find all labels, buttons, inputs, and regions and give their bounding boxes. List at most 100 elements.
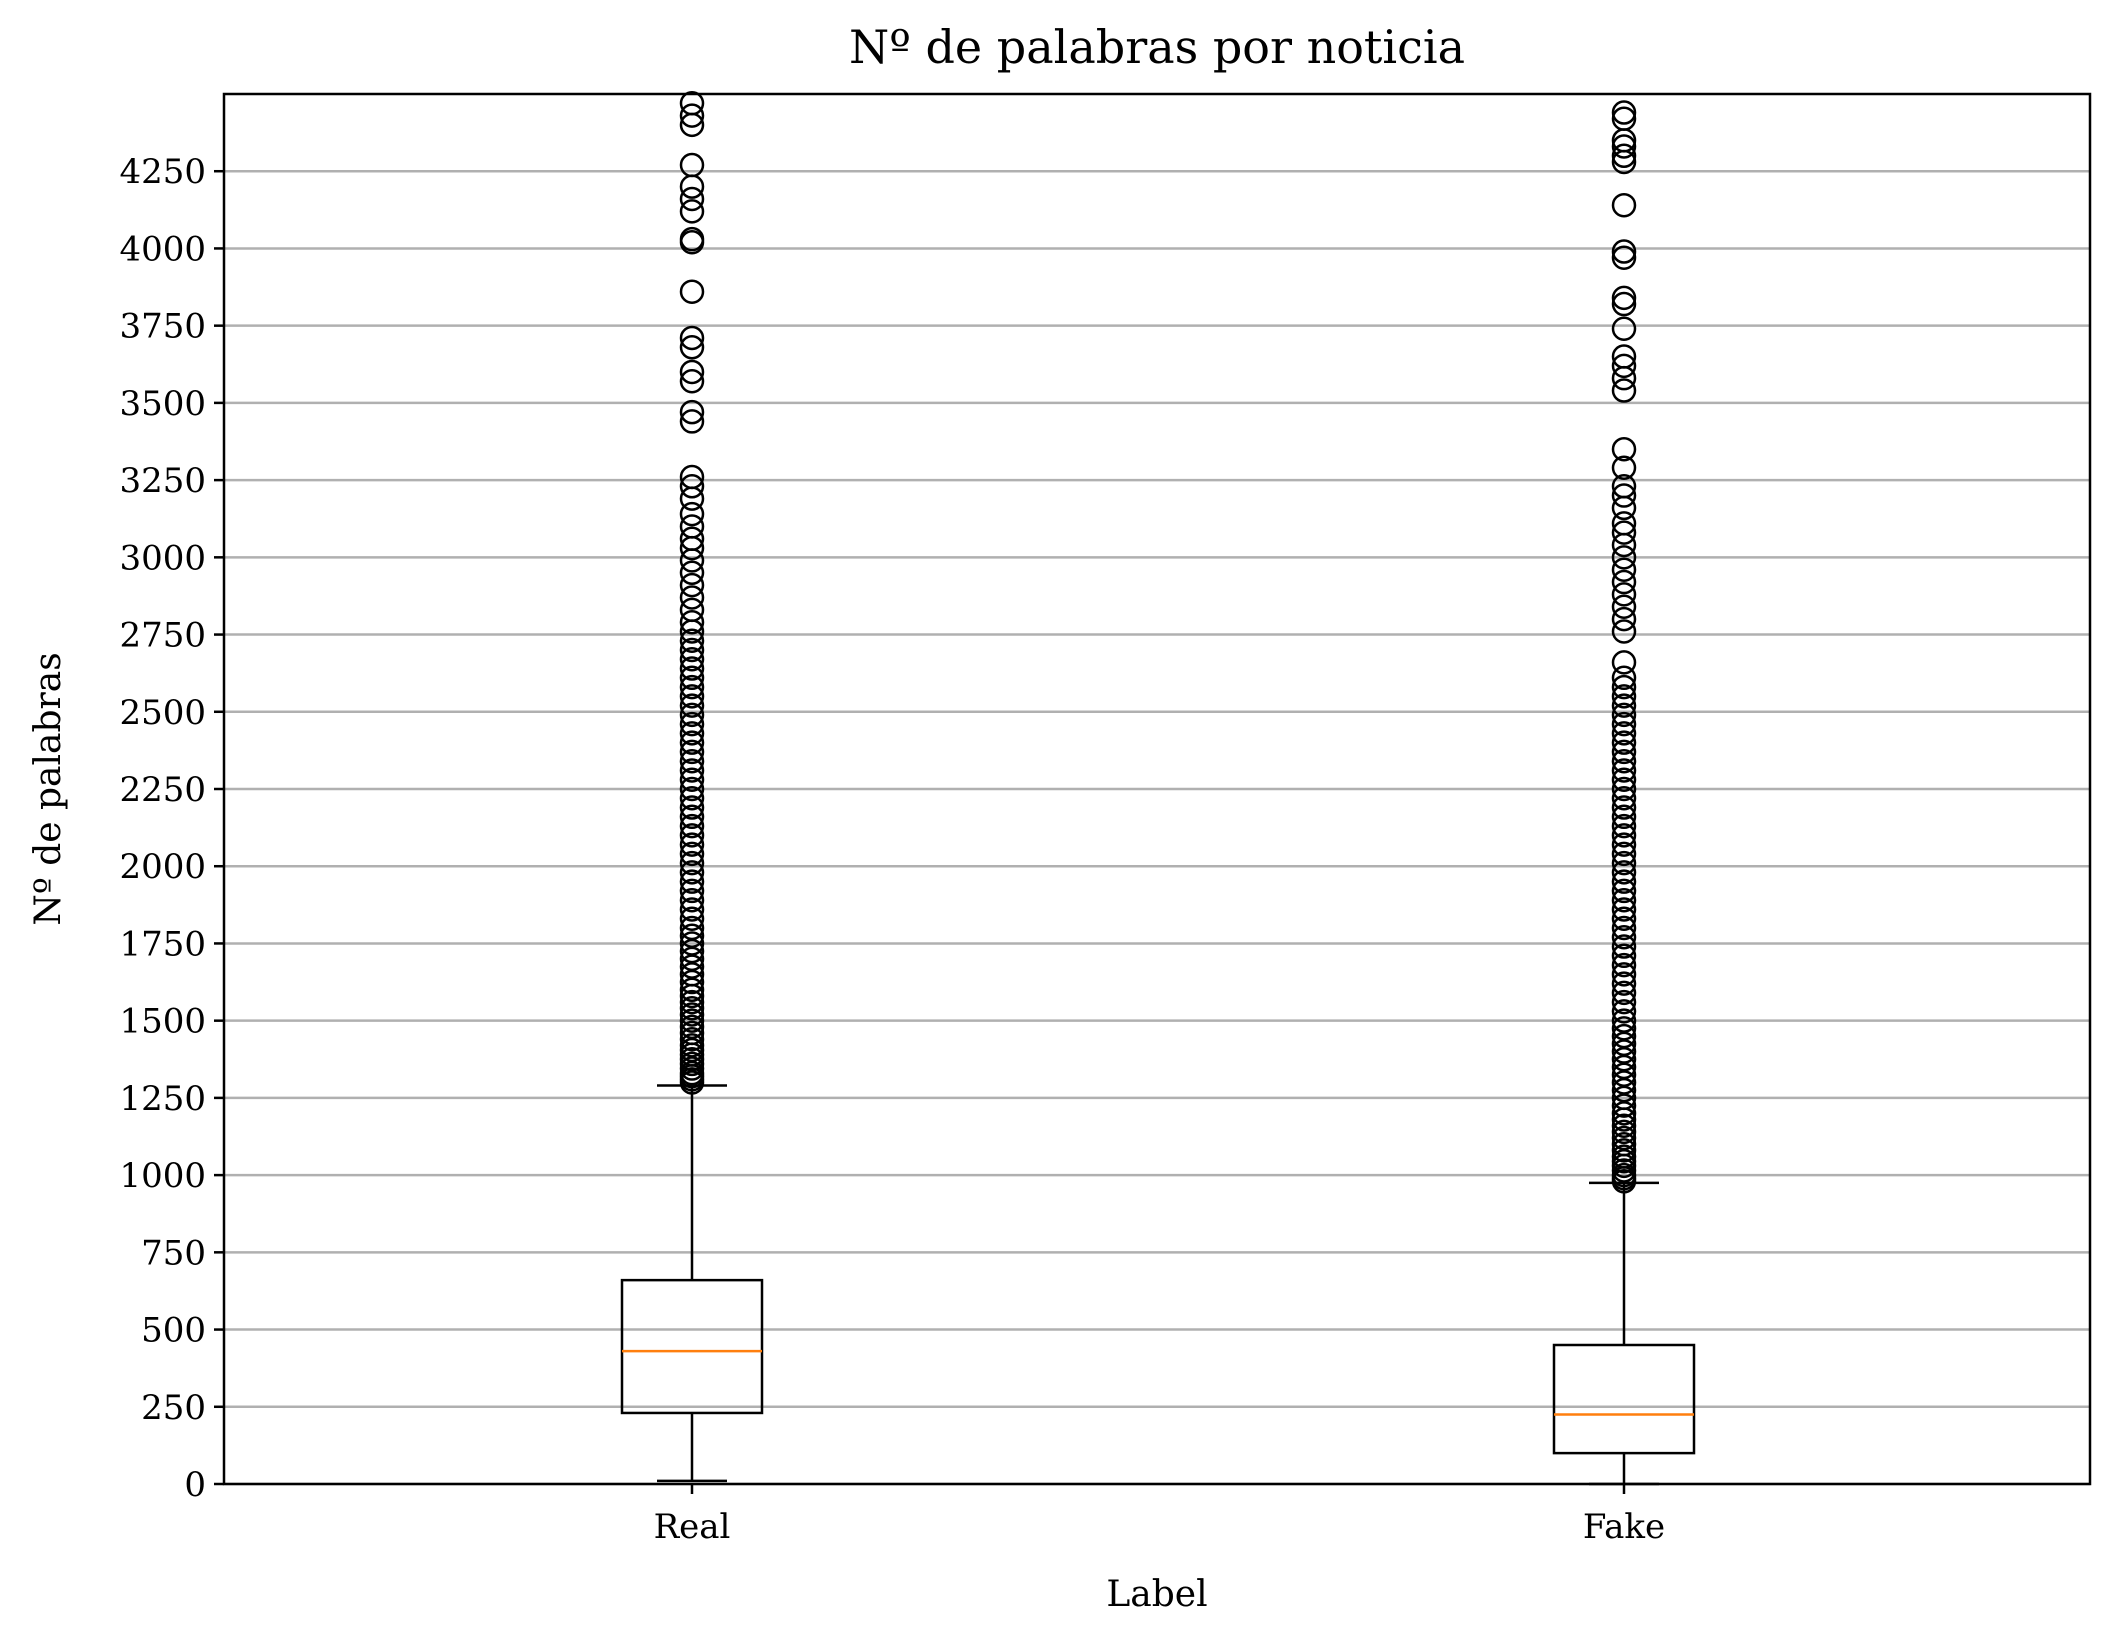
x-tick-label: Fake (1583, 1507, 1665, 1547)
outlier-point (679, 931, 705, 956)
y-tick-label: 2750 (119, 616, 206, 656)
outlier-point (679, 813, 705, 839)
outlier-point (679, 721, 705, 746)
outlier-point (1611, 832, 1637, 857)
outlier-point (1611, 353, 1637, 379)
outlier-point (1611, 557, 1637, 582)
outlier-point (1611, 316, 1637, 342)
outlier-point (1611, 291, 1637, 317)
outlier-point (1611, 1008, 1637, 1033)
outlier-point (1611, 897, 1637, 922)
outlier-point (679, 1002, 705, 1027)
outlier-point (1611, 813, 1637, 839)
outlier-point (1611, 545, 1637, 570)
outlier-point (679, 609, 705, 635)
outlier-point (1611, 483, 1637, 508)
outlier-point (1611, 850, 1637, 876)
outlier-point (1611, 1023, 1637, 1049)
outlier-point (679, 711, 705, 737)
outlier-point (679, 1020, 705, 1046)
x-tick-label: Real (654, 1507, 731, 1547)
outlier-point (1611, 721, 1637, 746)
outlier-point (1611, 134, 1637, 159)
outlier-point (1611, 511, 1637, 536)
outlier-point (679, 572, 705, 598)
outlier-point (1611, 365, 1637, 391)
outlier-point (1611, 776, 1637, 802)
outlier-point (1611, 665, 1637, 691)
y-tick-label: 500 (141, 1311, 206, 1351)
outlier-point (679, 486, 705, 511)
outlier-point (679, 776, 705, 802)
y-tick-label: 2000 (119, 847, 206, 887)
outlier-point (679, 464, 705, 490)
outlier-point (1611, 804, 1637, 830)
outlier-point (1611, 878, 1637, 904)
outlier-point (1611, 1131, 1637, 1157)
outlier-point (1611, 711, 1637, 737)
outlier-point (679, 560, 705, 586)
outlier-point (1611, 1113, 1637, 1138)
outlier-point (1611, 887, 1637, 913)
outlier-point (1611, 100, 1637, 125)
outlier-point (1611, 569, 1637, 595)
y-tick-label: 4250 (119, 152, 206, 192)
box-group-fake (1552, 100, 1696, 1486)
outlier-point (1611, 1119, 1637, 1145)
outlier-point (1611, 619, 1637, 644)
chart-title: Nº de palabras por noticia (849, 20, 1465, 74)
outlier-point (1611, 795, 1637, 820)
outlier-point (1611, 650, 1637, 675)
outlier-point (1611, 962, 1637, 987)
outlier-point (1611, 106, 1637, 131)
outlier-point (679, 923, 705, 948)
outlier-point (679, 103, 705, 128)
ticks: 0 250 500 750 1000 1250 1500 1750 2000 2250 2500 27… (119, 152, 1665, 1547)
outlier-point (679, 647, 705, 672)
outlier-point (679, 409, 705, 434)
box-group-real (620, 91, 764, 1483)
outlier-point (1611, 1144, 1637, 1169)
iqr-box (620, 1278, 764, 1415)
outlier-point (679, 548, 705, 573)
outlier-point (679, 915, 705, 941)
outlier-point (1611, 532, 1637, 558)
outlier-point (679, 514, 705, 539)
outlier-point (679, 832, 705, 857)
outlier-point (1611, 841, 1637, 867)
outlier-point (1611, 285, 1637, 311)
y-tick-label: 1250 (119, 1079, 206, 1119)
outlier-point (679, 152, 705, 178)
outlier-point (679, 359, 705, 385)
y-tick-label: 2500 (119, 693, 206, 733)
outlier-point (1611, 436, 1637, 462)
outlier-point (679, 628, 705, 653)
outlier-point (1611, 786, 1637, 811)
outlier-point (1611, 702, 1637, 728)
outlier-point (679, 585, 705, 610)
y-tick-label: 1750 (119, 924, 206, 964)
outlier-point (1611, 748, 1637, 774)
x-axis-label: Label (1106, 1574, 1207, 1615)
iqr-box (1552, 1343, 1696, 1455)
y-tick-label: 2250 (119, 770, 206, 810)
outlier-point (1611, 239, 1637, 264)
outlier-point (1611, 739, 1637, 765)
grid-lines (224, 169, 2090, 1486)
outlier-point (1611, 495, 1637, 521)
outlier-point (679, 767, 705, 792)
outlier-point (679, 597, 705, 623)
outlier-point (679, 906, 705, 931)
outlier-point (1611, 823, 1637, 848)
outlier-point (679, 637, 705, 663)
outlier-point (1611, 455, 1637, 481)
outlier-point (679, 878, 705, 904)
outlier-point (1611, 378, 1637, 403)
outlier-point (1611, 758, 1637, 783)
outlier-point (1611, 971, 1637, 996)
outlier-point (1611, 474, 1637, 499)
outlier-point (679, 869, 705, 894)
outlier-point (679, 989, 705, 1015)
outlier-point (1611, 344, 1637, 369)
